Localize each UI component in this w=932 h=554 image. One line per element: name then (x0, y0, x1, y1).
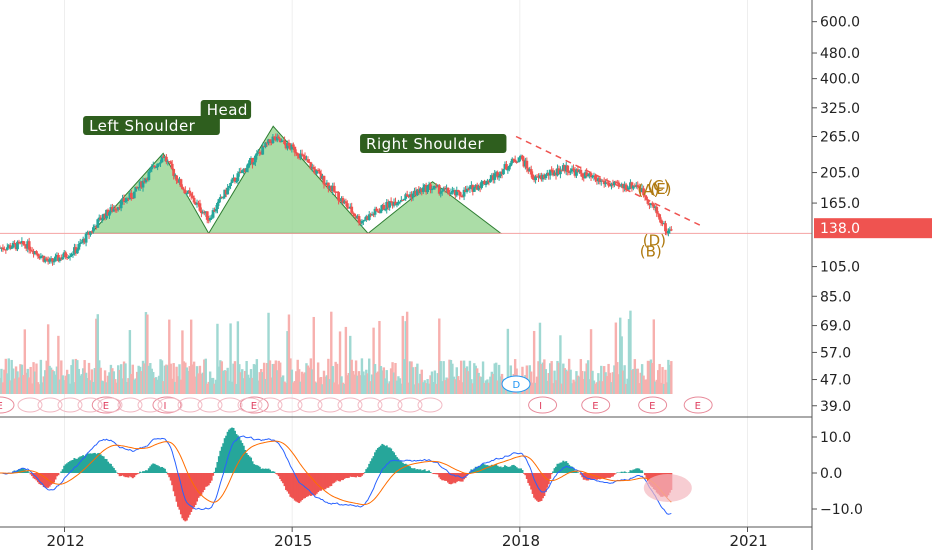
candle-body (85, 234, 88, 243)
macd-histogram-bar (212, 473, 214, 476)
candle-body (133, 192, 136, 199)
price-tick-label[interactable]: 400.0 (820, 72, 860, 88)
price-tick-label[interactable]: 165.0 (820, 196, 860, 212)
candle-body (92, 227, 95, 231)
candle-body (301, 154, 304, 155)
pattern-label-0[interactable]: Left Shoulder (89, 117, 196, 135)
event-marker-label-7[interactable]: E (649, 401, 655, 412)
candle-body (35, 251, 38, 253)
candle-body (333, 186, 336, 192)
volume-bars (0, 311, 673, 394)
price-tick-label[interactable]: 325.0 (820, 101, 860, 117)
price-tick-label[interactable]: 480.0 (820, 46, 860, 62)
macd-histogram-bar (551, 473, 553, 474)
candle-body (147, 172, 150, 180)
macd-tick-label[interactable]: 0.0 (820, 466, 842, 482)
macd-histogram-bar (273, 472, 275, 473)
macd-tick-label[interactable]: −10.0 (820, 502, 863, 518)
time-tick-label[interactable]: 2012 (47, 532, 85, 550)
candle-body (193, 198, 196, 203)
last-price-label[interactable]: 138.0 (820, 221, 860, 237)
resistance-trendline[interactable] (516, 136, 702, 226)
macd-histogram-bar (28, 472, 30, 473)
macd-histogram-bar (577, 472, 579, 473)
macd-pane (0, 428, 692, 522)
candle-body (261, 146, 264, 155)
candle-body (171, 164, 174, 169)
candle-body (323, 176, 326, 185)
event-marker-label-3[interactable]: E (251, 401, 257, 412)
event-marker-label-2[interactable]: I (163, 401, 166, 412)
time-tick-label[interactable]: 2018 (502, 532, 540, 550)
time-tick-label[interactable]: 2021 (729, 532, 767, 550)
event-marker-label-6[interactable]: E (592, 401, 598, 412)
macd-histogram-bar (641, 470, 643, 473)
price-tick-label[interactable]: 39.0 (820, 399, 851, 415)
candle-body (518, 157, 521, 161)
candle-body (130, 193, 133, 198)
macd-histogram-bar (521, 470, 523, 473)
price-tick-label[interactable]: 69.0 (820, 319, 851, 335)
macd-highlight (644, 474, 692, 502)
macd-histogram-bar (430, 472, 432, 473)
price-tick-label[interactable]: 600.0 (820, 15, 860, 31)
volume-bar (670, 361, 672, 394)
price-tick-label[interactable]: 265.0 (820, 129, 860, 145)
candle-body (277, 137, 280, 139)
macd-histogram-bar (362, 473, 364, 474)
pattern-label-1[interactable]: Head (207, 101, 248, 119)
candle-body (670, 229, 673, 230)
event-marker-5[interactable] (529, 397, 557, 413)
candle-body (485, 184, 488, 185)
price-tick-label[interactable]: 105.0 (820, 260, 860, 276)
macd-histogram-bar (57, 473, 59, 475)
candle-body (229, 183, 232, 186)
event-marker-label-0[interactable]: E (0, 401, 3, 412)
candle-body (525, 161, 528, 169)
candle-body (292, 144, 295, 146)
candle-body (346, 203, 349, 207)
price-tick-label[interactable]: 85.0 (820, 289, 851, 305)
time-tick-label[interactable]: 2015 (274, 532, 312, 550)
event-marker-label-1[interactable]: E (103, 401, 109, 412)
macd-tick-label[interactable]: 10.0 (820, 430, 851, 446)
price-tick-label[interactable]: 47.0 (820, 373, 851, 389)
wave-label-D: (D) (643, 231, 666, 249)
event-marker-label-8[interactable]: E (695, 401, 701, 412)
price-tick-label[interactable]: 57.0 (820, 345, 851, 361)
pattern-label-2[interactable]: Right Shoulder (366, 135, 484, 153)
event-marker-label-4[interactable]: D (513, 380, 521, 391)
candle-body (54, 257, 57, 262)
wave-label-E: (E) (650, 180, 671, 198)
candle-body (502, 169, 505, 174)
event-marker-label-5[interactable]: I (539, 401, 542, 412)
price-tick-label[interactable]: 205.0 (820, 166, 860, 182)
volume-bar (406, 312, 408, 394)
macd-histogram-bar (165, 472, 167, 473)
macd-histogram-bar (138, 473, 140, 474)
